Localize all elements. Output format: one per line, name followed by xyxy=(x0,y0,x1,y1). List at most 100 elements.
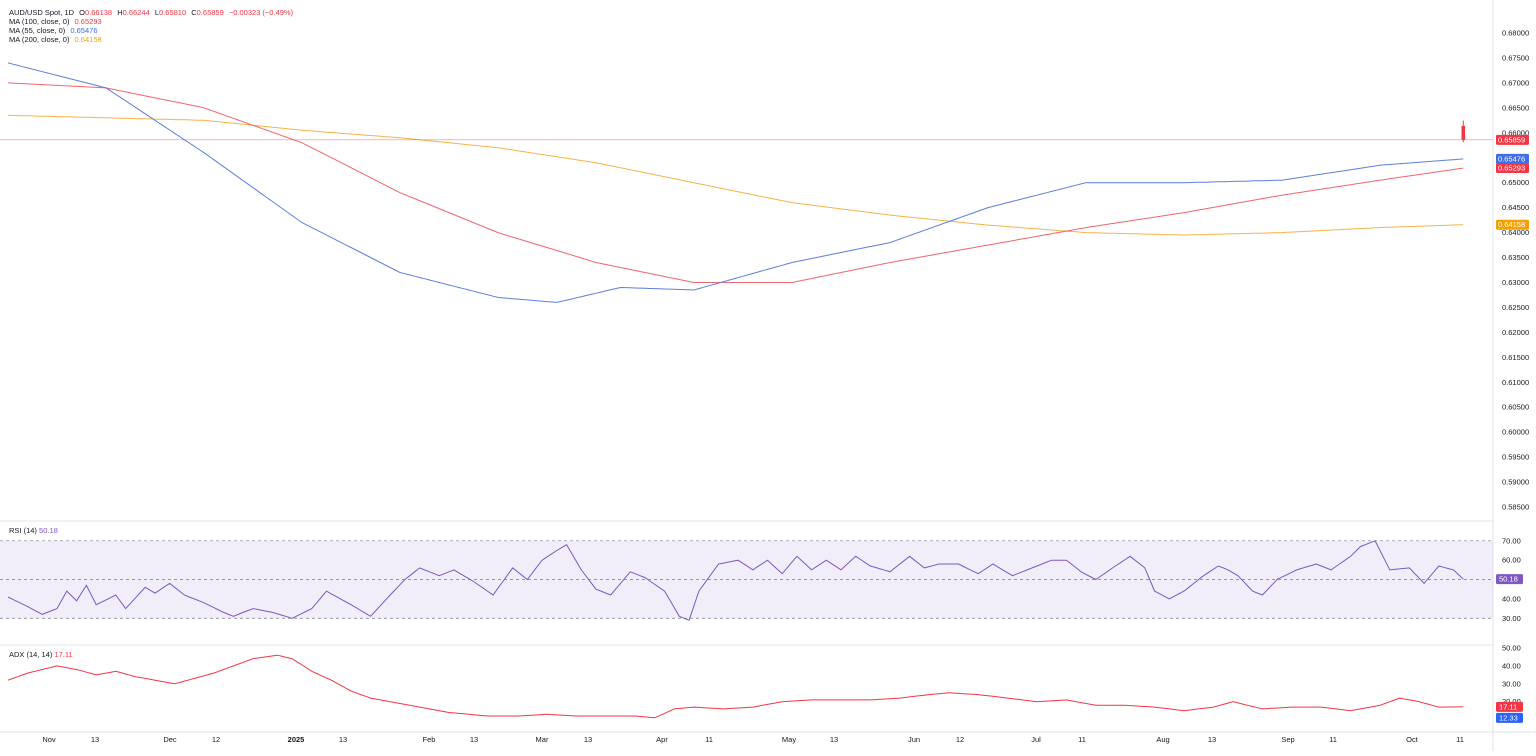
adx-badge xyxy=(1496,701,1523,712)
rsi-badge-label: 50.18 xyxy=(1499,575,1518,584)
time-tick-label: Feb xyxy=(423,735,436,744)
time-tick-label: 11 xyxy=(1078,735,1086,744)
price-tick-label: 0.65000 xyxy=(1502,178,1529,187)
price-tick-label: 0.61500 xyxy=(1502,353,1529,362)
price-badge xyxy=(1496,163,1529,174)
change-value: −0.00323 (−0.49%) xyxy=(228,8,294,17)
rsi-tick-label: 60.00 xyxy=(1502,556,1521,565)
ma200-value: 0.64158 xyxy=(74,35,102,44)
price-tick-label: 0.62000 xyxy=(1502,328,1529,337)
price-tick-label: 0.62500 xyxy=(1502,303,1529,312)
time-tick-label: Oct xyxy=(1406,735,1419,744)
symbol-label: AUD/USD Spot, 1D xyxy=(9,8,75,17)
open-value: 0.66138 xyxy=(84,8,113,17)
time-tick-label: Apr xyxy=(656,735,668,744)
price-tick-label: 0.60500 xyxy=(1502,403,1529,412)
ma100-label: MA (100, close, 0) xyxy=(9,17,70,26)
time-tick-label: 12 xyxy=(956,735,964,744)
rsi-legend[interactable]: RSI (14) 50.18 xyxy=(9,526,58,535)
high-label: H xyxy=(117,8,123,17)
time-tick-label: 13 xyxy=(470,735,478,744)
price-badge xyxy=(1496,134,1529,145)
rsi-tick-label: 30.00 xyxy=(1502,614,1521,623)
rsi-line xyxy=(7,540,1464,621)
adx-legend[interactable]: ADX (14, 14) 17.11 xyxy=(9,650,73,659)
rsi-badge xyxy=(1496,574,1523,585)
adx-line xyxy=(7,654,1464,719)
ma200-label: MA (200, close, 0) xyxy=(9,35,70,44)
price-badge-label: 0.65293 xyxy=(1498,164,1525,173)
ma100-line xyxy=(7,82,1464,283)
ma200-line xyxy=(7,114,1464,236)
time-tick-label: Jul xyxy=(1031,735,1041,744)
ohlc-row: AUD/USD Spot, 1D O0.66138 H0.66244 L0.65… xyxy=(9,8,296,17)
adx-tick-label: 50.00 xyxy=(1502,644,1521,653)
time-tick-label: Sep xyxy=(1281,735,1294,744)
price-tick-label: 0.58500 xyxy=(1502,503,1529,512)
price-tick-label: 0.63000 xyxy=(1502,278,1529,287)
time-tick-label: Aug xyxy=(1156,735,1169,744)
time-tick-label: 13 xyxy=(584,735,592,744)
time-tick-label: 11 xyxy=(1329,735,1337,744)
time-tick-label: Nov xyxy=(42,735,56,744)
time-tick-label: 13 xyxy=(830,735,838,744)
price-badge-label: 0.64158 xyxy=(1498,220,1525,229)
time-tick-label: 2025 xyxy=(288,735,305,744)
time-tick-label: 13 xyxy=(1208,735,1216,744)
ma100-value: 0.65293 xyxy=(74,17,102,26)
rsi-value: 50.18 xyxy=(39,526,58,535)
adx-badge-label: 17.11 xyxy=(1499,702,1517,711)
low-label: L xyxy=(154,8,159,17)
time-tick-label: May xyxy=(782,735,796,744)
candles-group xyxy=(1461,120,1466,143)
price-badge xyxy=(1496,219,1529,230)
time-tick-label: 11 xyxy=(1456,735,1464,744)
time-tick-label: 13 xyxy=(339,735,347,744)
time-tick-label: 12 xyxy=(212,735,220,744)
rsi-label: RSI (14) xyxy=(9,526,37,535)
close-value: 0.65859 xyxy=(196,8,224,17)
adx-tick-label: 40.00 xyxy=(1502,661,1521,670)
time-tick-label: Jun xyxy=(908,735,920,744)
price-tick-label: 0.59500 xyxy=(1502,453,1529,462)
price-tick-label: 0.59000 xyxy=(1502,478,1529,487)
ma55-label: MA (55, close, 0) xyxy=(9,26,66,35)
price-tick-label: 0.68000 xyxy=(1502,28,1529,37)
adx-tick-label: 30.00 xyxy=(1502,679,1521,688)
ma100-row[interactable]: MA (100, close, 0) 0.65293 xyxy=(9,17,296,26)
ma200-row[interactable]: MA (200, close, 0) 0.64158 xyxy=(9,35,296,44)
price-tick-label: 0.67000 xyxy=(1502,78,1529,87)
candle-body xyxy=(1461,125,1466,140)
time-tick-label: Mar xyxy=(536,735,549,744)
price-tick-label: 0.66500 xyxy=(1502,103,1529,112)
close-label: C xyxy=(191,8,197,17)
price-badge xyxy=(1496,153,1529,164)
time-tick-label: 13 xyxy=(91,735,99,744)
adx-badge-secondary-label: 12.33 xyxy=(1499,713,1518,722)
adx-badge-secondary xyxy=(1496,712,1523,723)
low-value: 0.65810 xyxy=(159,8,187,17)
rsi-tick-label: 40.00 xyxy=(1502,594,1521,603)
ma55-value: 0.65476 xyxy=(70,26,98,35)
price-tick-label: 0.64500 xyxy=(1502,203,1529,212)
price-badge-label: 0.65859 xyxy=(1498,135,1525,144)
price-tick-label: 0.67500 xyxy=(1502,53,1529,62)
price-tick-label: 0.60000 xyxy=(1502,428,1529,437)
rsi-tick-label: 70.00 xyxy=(1502,536,1521,545)
price-tick-label: 0.63500 xyxy=(1502,253,1529,262)
price-badge-label: 0.65476 xyxy=(1498,154,1525,163)
time-tick-label: Dec xyxy=(163,735,177,744)
adx-label: ADX (14, 14) xyxy=(9,650,53,659)
time-tick-label: 11 xyxy=(705,735,713,744)
price-tick-label: 0.61000 xyxy=(1502,378,1529,387)
open-label: O xyxy=(79,8,85,17)
adx-tick-label: 20.00 xyxy=(1502,697,1521,706)
ma55-line xyxy=(7,62,1464,303)
ma55-row[interactable]: MA (55, close, 0) 0.65476 xyxy=(9,26,296,35)
price-tick-label: 0.64000 xyxy=(1502,228,1529,237)
adx-value: 17.11 xyxy=(54,650,73,659)
main-legend: AUD/USD Spot, 1D O0.66138 H0.66244 L0.65… xyxy=(9,8,296,44)
